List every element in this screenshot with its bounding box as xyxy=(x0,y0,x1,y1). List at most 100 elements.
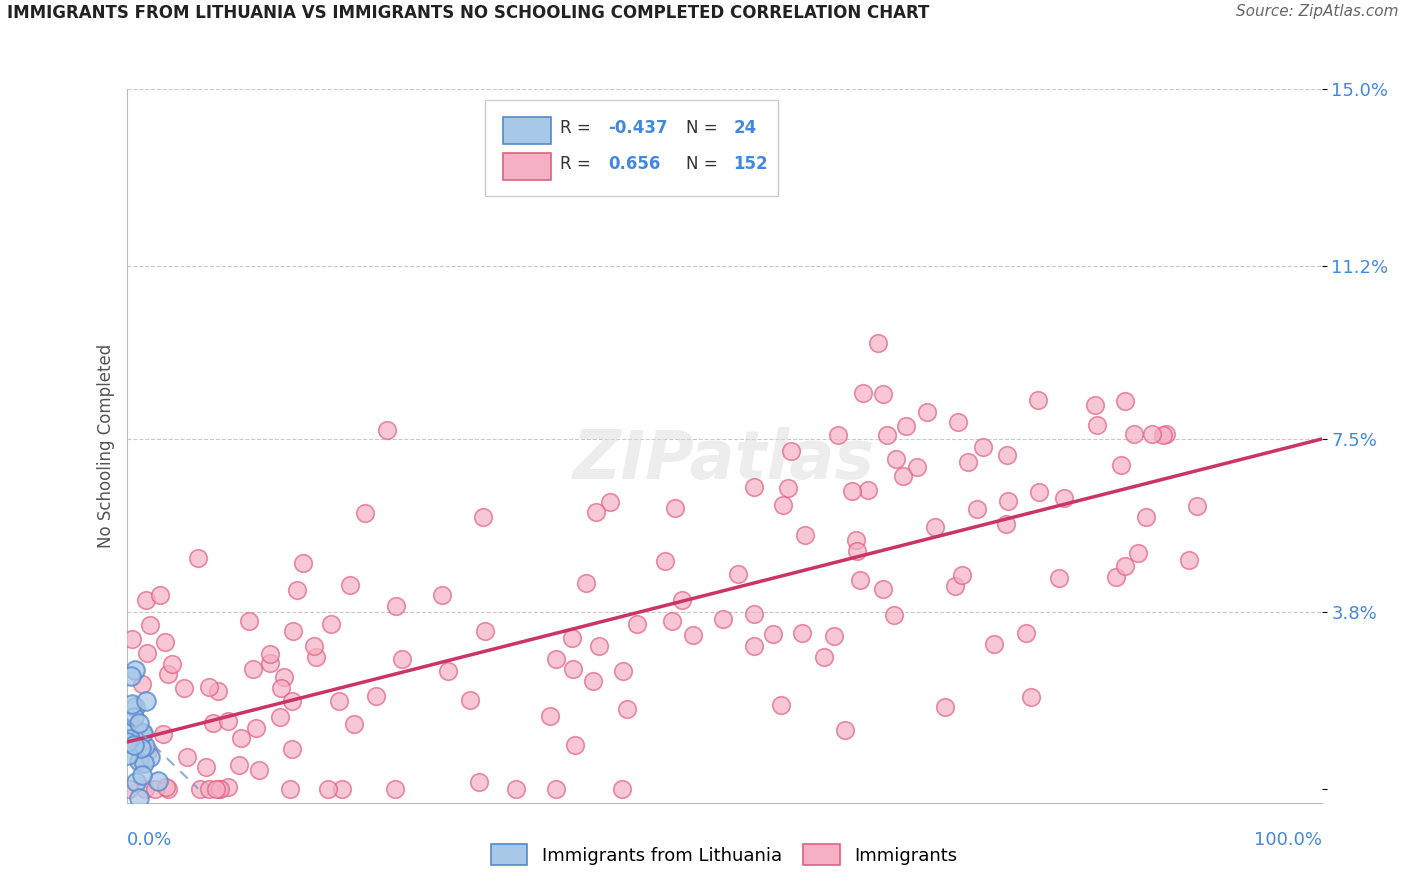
Point xyxy=(124,663,146,677)
Point xyxy=(118,781,141,796)
Point xyxy=(319,616,342,631)
FancyBboxPatch shape xyxy=(503,117,551,145)
Point xyxy=(157,781,180,796)
Point xyxy=(173,681,195,695)
Point xyxy=(1185,499,1208,513)
Point xyxy=(242,662,264,676)
Point xyxy=(136,646,159,660)
Point xyxy=(1152,428,1174,442)
Point xyxy=(131,725,153,739)
Point xyxy=(124,710,146,724)
Point xyxy=(121,632,143,647)
Point xyxy=(1177,553,1199,567)
Text: N =: N = xyxy=(686,155,723,173)
Point xyxy=(846,543,869,558)
Point xyxy=(436,665,458,679)
Point xyxy=(121,697,143,711)
Point xyxy=(762,627,785,641)
Text: 0.656: 0.656 xyxy=(609,155,661,173)
Point xyxy=(135,593,157,607)
Point xyxy=(588,639,610,653)
Point xyxy=(228,757,250,772)
Text: 24: 24 xyxy=(734,120,756,137)
Point xyxy=(208,781,231,796)
Point xyxy=(711,612,734,626)
Point xyxy=(302,639,325,653)
Y-axis label: No Schooling Completed: No Schooling Completed xyxy=(97,344,115,548)
Point xyxy=(364,690,387,704)
Point xyxy=(160,657,183,672)
Point xyxy=(546,652,568,666)
Point xyxy=(924,520,946,534)
Point xyxy=(1154,426,1177,441)
Text: R =: R = xyxy=(561,120,596,137)
Point xyxy=(131,768,153,782)
Point xyxy=(134,756,156,770)
Point xyxy=(742,639,765,653)
Point xyxy=(135,694,157,708)
Text: Source: ZipAtlas.com: Source: ZipAtlas.com xyxy=(1236,4,1399,20)
Point xyxy=(770,698,793,713)
Point xyxy=(207,683,229,698)
Point xyxy=(616,702,638,716)
Point xyxy=(332,781,354,796)
Point xyxy=(997,448,1019,462)
Point xyxy=(143,781,166,796)
Point xyxy=(997,494,1019,508)
Point xyxy=(1109,458,1132,472)
Point xyxy=(564,738,586,752)
Point xyxy=(505,781,527,796)
Point xyxy=(124,699,146,714)
Point xyxy=(139,750,162,764)
Point xyxy=(458,693,481,707)
Point xyxy=(117,747,139,762)
Point xyxy=(1123,427,1146,442)
Point xyxy=(247,763,270,777)
Point xyxy=(280,694,302,708)
Point xyxy=(208,781,231,796)
Point xyxy=(328,694,350,708)
Point xyxy=(134,739,156,754)
Text: 152: 152 xyxy=(734,155,768,173)
Point xyxy=(1019,690,1042,705)
Point xyxy=(671,593,693,607)
Point xyxy=(354,506,377,520)
Point xyxy=(626,617,648,632)
Point xyxy=(956,455,979,469)
Point xyxy=(742,480,765,494)
Point xyxy=(188,781,211,796)
Point xyxy=(285,583,308,598)
Legend: Immigrants from Lithuania, Immigrants: Immigrants from Lithuania, Immigrants xyxy=(491,845,957,865)
Point xyxy=(1135,510,1157,524)
Point xyxy=(845,533,868,547)
Point xyxy=(849,574,872,588)
Point xyxy=(654,554,676,568)
Point xyxy=(153,634,176,648)
FancyBboxPatch shape xyxy=(503,153,551,180)
Point xyxy=(1114,559,1136,574)
Point xyxy=(1126,546,1149,560)
Point xyxy=(950,568,973,582)
Point xyxy=(582,673,605,688)
Text: IMMIGRANTS FROM LITHUANIA VS IMMIGRANTS NO SCHOOLING COMPLETED CORRELATION CHART: IMMIGRANTS FROM LITHUANIA VS IMMIGRANTS … xyxy=(7,4,929,22)
Point xyxy=(148,774,170,789)
Point xyxy=(149,588,172,602)
Point xyxy=(245,721,267,735)
Point xyxy=(894,419,917,434)
Point xyxy=(983,637,1005,651)
Point xyxy=(943,579,966,593)
Text: ZIPatlas: ZIPatlas xyxy=(574,427,875,493)
Point xyxy=(876,427,898,442)
Point xyxy=(917,404,939,418)
Point xyxy=(727,566,749,581)
Point xyxy=(129,741,152,756)
FancyBboxPatch shape xyxy=(485,100,778,196)
Point xyxy=(575,575,598,590)
Point xyxy=(1026,393,1049,408)
Point xyxy=(194,760,217,774)
Point xyxy=(972,441,994,455)
Point xyxy=(868,336,890,351)
Point xyxy=(339,578,361,592)
Point xyxy=(1104,569,1126,583)
Point xyxy=(1015,626,1038,640)
